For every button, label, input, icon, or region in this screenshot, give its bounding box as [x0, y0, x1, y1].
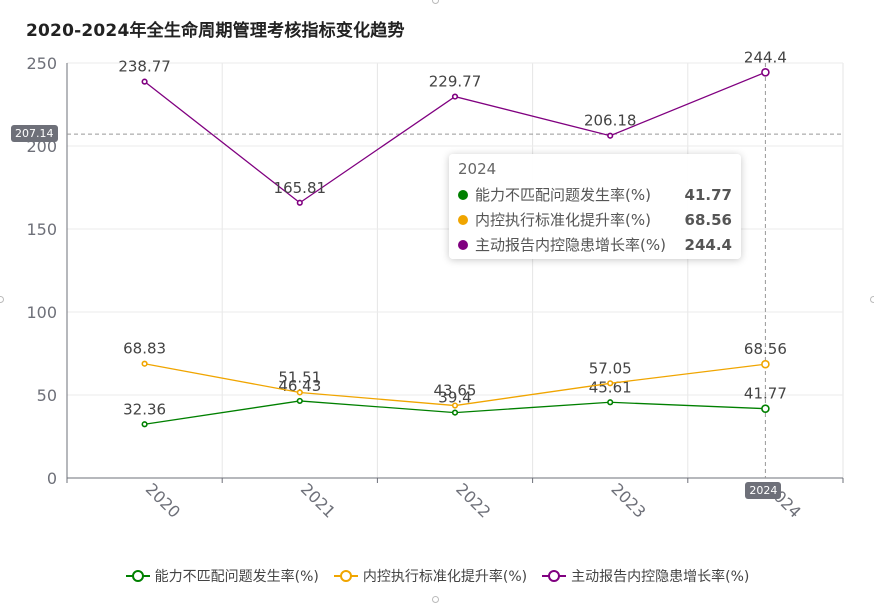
y-tick-label: 100 — [26, 303, 57, 322]
tooltip: 2024 能力不匹配问题发生率(%) 41.77 内控执行标准化提升率(%) 6… — [449, 154, 741, 259]
x-tick-label: 2022 — [452, 479, 494, 521]
y-tick-label: 150 — [26, 220, 57, 239]
crosshair-x-label: 2024 — [745, 482, 782, 499]
data-point — [607, 380, 614, 387]
x-tick-label: 2021 — [297, 479, 339, 521]
series-dot-icon — [458, 239, 468, 250]
y-tick-label: 250 — [26, 54, 57, 73]
tooltip-title: 2024 — [458, 160, 497, 178]
tooltip-row: 主动报告内控隐患增长率(%) 244.4 — [458, 232, 732, 257]
data-label: 244.4 — [744, 48, 787, 66]
data-point — [607, 132, 614, 139]
tooltip-series-value: 244.4 — [684, 235, 732, 254]
resize-handle-icon[interactable] — [432, 0, 439, 4]
tooltip-series-name: 内控执行标准化提升率(%) — [475, 211, 651, 229]
data-label: 57.05 — [589, 359, 632, 377]
tooltip-row: 内控执行标准化提升率(%) 68.56 — [458, 207, 732, 232]
data-label: 51.51 — [278, 368, 321, 386]
chart-title: 2020-2024年全生命周期管理考核指标变化趋势 — [26, 21, 405, 41]
legend-line-circle-icon — [125, 570, 150, 582]
data-point — [761, 359, 770, 369]
data-label: 229.77 — [429, 73, 482, 91]
data-label: 165.81 — [274, 179, 327, 197]
data-point — [141, 78, 148, 85]
tooltip-series-value: 41.77 — [684, 185, 732, 204]
data-label: 68.83 — [123, 340, 166, 358]
legend-line-circle-icon — [542, 570, 567, 582]
x-tick-label: 2023 — [607, 479, 649, 521]
data-label: 68.56 — [744, 340, 787, 358]
data-point — [296, 397, 303, 405]
legend-label: 内控执行标准化提升率(%) — [362, 569, 528, 585]
data-point — [451, 409, 459, 416]
data-point — [451, 402, 459, 409]
data-point — [296, 389, 303, 396]
crosshair-y-label: 207.14 — [11, 125, 58, 143]
legend-label: 能力不匹配问题发生率(%) — [154, 569, 319, 585]
tooltip-series-name: 主动报告内控隐患增长率(%) — [475, 236, 666, 254]
data-point — [761, 404, 770, 413]
legend-item[interactable]: 能力不匹配问题发生率(%) — [125, 566, 319, 586]
y-tick-label: 0 — [47, 469, 57, 488]
data-point — [761, 67, 770, 77]
y-tick-label: 50 — [37, 386, 57, 405]
data-label: 45.61 — [589, 378, 632, 396]
data-label: 32.36 — [123, 400, 166, 418]
resize-handle-icon[interactable] — [870, 296, 874, 303]
data-point — [141, 421, 148, 428]
data-label: 238.77 — [118, 58, 171, 76]
data-label: 206.18 — [584, 112, 637, 130]
series-dot-icon — [458, 189, 468, 200]
data-point — [141, 360, 148, 367]
legend-item[interactable]: 主动报告内控隐患增长率(%) — [541, 566, 749, 586]
resize-handle-icon[interactable] — [432, 596, 439, 603]
legend-line-circle-icon — [333, 570, 358, 582]
data-label: 43.65 — [434, 382, 477, 400]
x-tick-label: 2020 — [142, 479, 184, 521]
tooltip-series-value: 68.56 — [684, 210, 732, 229]
resize-handle-icon[interactable] — [0, 296, 4, 303]
data-point — [607, 399, 614, 406]
data-point — [296, 199, 303, 206]
data-label: 41.77 — [744, 385, 787, 403]
data-label: 39.4 — [438, 389, 471, 407]
data-point — [451, 93, 459, 100]
tooltip-series-name: 能力不匹配问题发生率(%) — [475, 186, 651, 204]
legend: 能力不匹配问题发生率(%) 内控执行标准化提升率(%) 主动报告内控隐患增长率(… — [0, 565, 874, 587]
series-dot-icon — [458, 214, 468, 225]
legend-item[interactable]: 内控执行标准化提升率(%) — [333, 566, 527, 586]
legend-label: 主动报告内控隐患增长率(%) — [571, 569, 750, 585]
tooltip-row: 能力不匹配问题发生率(%) 41.77 — [458, 182, 732, 207]
